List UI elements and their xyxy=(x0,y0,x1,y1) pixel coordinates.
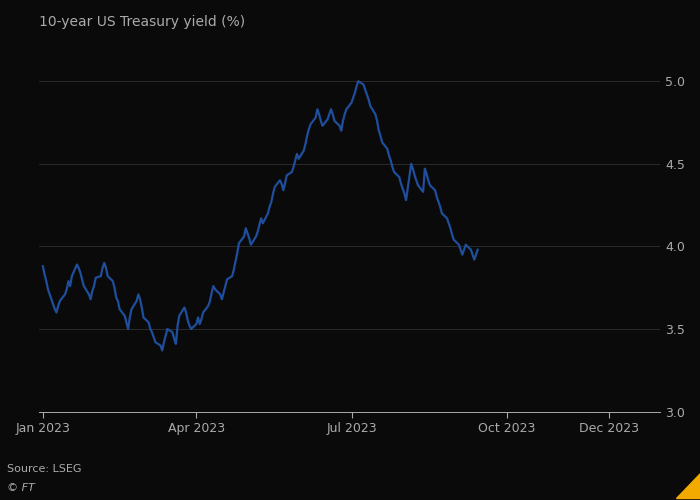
Text: Source: LSEG: Source: LSEG xyxy=(7,464,81,474)
Text: © FT: © FT xyxy=(7,483,35,493)
Text: 10-year US Treasury yield (%): 10-year US Treasury yield (%) xyxy=(39,15,246,29)
